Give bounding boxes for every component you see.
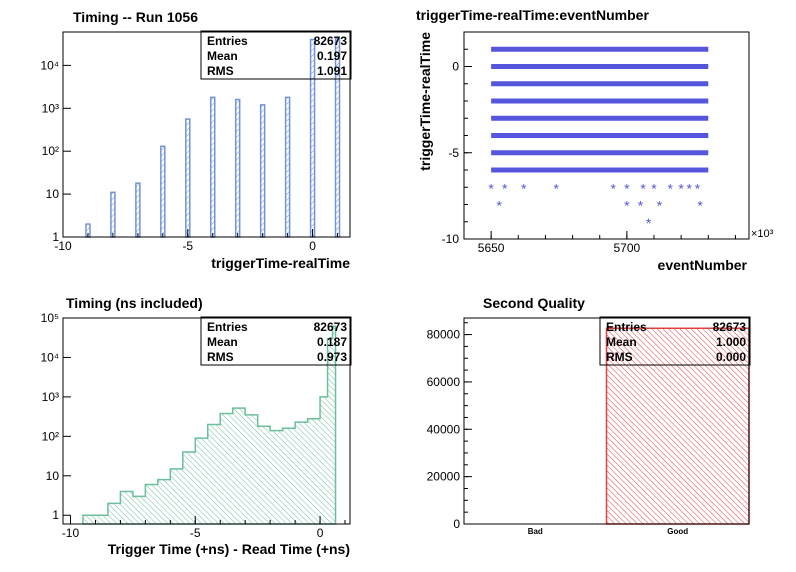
stats-label: Entries [207,34,248,48]
plot-frame [62,31,351,238]
stats-value: 0.197 [317,49,347,63]
stats-value: 0.973 [317,350,347,364]
stats-label: Mean [606,335,637,349]
x-tick-label: -10 [54,239,72,253]
scatter-point: * [695,180,701,196]
scatter-point: * [521,180,527,196]
category-bar [605,327,750,525]
x-tick-label: 0 [317,526,324,540]
scatter-point: * [687,180,693,196]
x-axis-label: eventNumber [658,257,748,273]
x-tick-label: 5650 [478,241,505,255]
y-tick-label: 40000 [427,422,461,436]
y-tick-label: 20000 [427,470,461,484]
histogram-bar [135,182,141,238]
scatter-point: * [646,215,652,231]
stats-box [200,316,352,366]
scatter-point: * [657,198,663,214]
scatter-point: * [497,198,503,214]
chart-title: Timing (ns included) [66,295,203,311]
scatter-point: * [678,180,684,196]
plot-frame [463,317,750,525]
y-tick-label: 60000 [427,375,461,389]
y-axis-label: triggerTime-realTime [417,32,433,171]
stats-label: Entries [606,320,647,334]
stats-label: Mean [207,335,238,349]
scatter-point: * [668,180,674,196]
scatter-point: * [640,180,646,196]
y-tick-label: 0 [453,517,460,531]
y-tick-label: 10⁴ [40,350,59,364]
y-tick-label: 10³ [42,101,59,115]
x-tick-label: 5700 [614,241,641,255]
chart-title: Timing -- Run 1056 [73,9,198,25]
y-tick-label: 1 [52,508,59,522]
stats-value: 82673 [314,320,348,334]
scatter-point: * [611,180,617,196]
scatter-point: * [624,180,630,196]
panel-second-quality: Second Quality Bad Good 0 20000 40000 60000 800… [427,295,751,536]
scatter-point: * [651,180,657,196]
histogram-bar [259,104,266,238]
y-tick-label: 10² [42,429,59,443]
stats-label: RMS [207,350,234,364]
x-axis-label: Trigger Time (+ns) - Read Time (+ns) [108,541,350,557]
y-tick-label: -10 [442,232,460,246]
stats-value: 1.091 [317,64,347,78]
stats-value: 82673 [713,320,747,334]
stats-box [599,316,751,366]
x-category-label: Good [667,527,688,536]
y-tick-label: -5 [448,146,459,160]
y-tick-label: 10⁵ [41,311,59,325]
x-tick-label: -5 [182,239,193,253]
stats-value: 0.000 [716,350,746,364]
stats-label: Mean [207,49,238,63]
histogram-bar [185,118,191,238]
scatter-point: * [697,198,703,214]
scatter-point: * [488,180,494,196]
x-axis-label: triggerTime-realTime [211,255,350,271]
scatter-point: * [502,180,508,196]
histogram-bar [209,96,216,238]
histogram-bar [160,145,166,238]
histogram-bar [234,98,241,238]
x-category-label: Bad [528,527,543,536]
y-tick-label: 0 [452,60,459,74]
y-tick-label: 1 [52,230,59,244]
y-tick-label: 10 [46,469,60,483]
plot-frame [62,317,351,525]
stats-box [200,30,352,80]
scatter-point: * [638,198,644,214]
scatter-point: * [624,198,630,214]
x-multiplier: ×10³ [751,228,774,240]
y-tick-label: 10 [46,187,60,201]
stats-label: RMS [207,64,234,78]
x-tick-label: -5 [190,526,201,540]
panel-timing-ns: Timing (ns included) 1 10 10² 10³ 10⁴ 10⁵ -10 -5… [40,295,352,557]
y-tick-label: 10⁴ [40,58,59,72]
panel-scatter: triggerTime-realTime:eventNumber* * * * * * * *… [416,7,774,273]
chart-title: triggerTime-realTime:eventNumber [416,7,649,23]
y-tick-label: 80000 [427,328,461,342]
histogram-step [82,325,337,525]
y-tick-label: 10² [42,144,59,158]
y-tick-label: 10³ [42,390,59,404]
histogram-bar [110,191,116,238]
x-tick-label: -10 [62,526,80,540]
histogram-bar [284,96,291,238]
stats-value: 0.187 [317,335,347,349]
stats-label: RMS [606,350,633,364]
stats-value: 82673 [314,34,348,48]
x-tick-label: 0 [309,239,316,253]
panel-timing-run: Timing -- Run 1056 1 10 10² 10³ 10⁴ -10 -5 0 trig… [40,9,352,271]
stats-value: 1.000 [716,335,746,349]
stats-label: Entries [207,320,248,334]
scatter-point: * [554,180,560,196]
chart-title: Second Quality [483,295,585,311]
